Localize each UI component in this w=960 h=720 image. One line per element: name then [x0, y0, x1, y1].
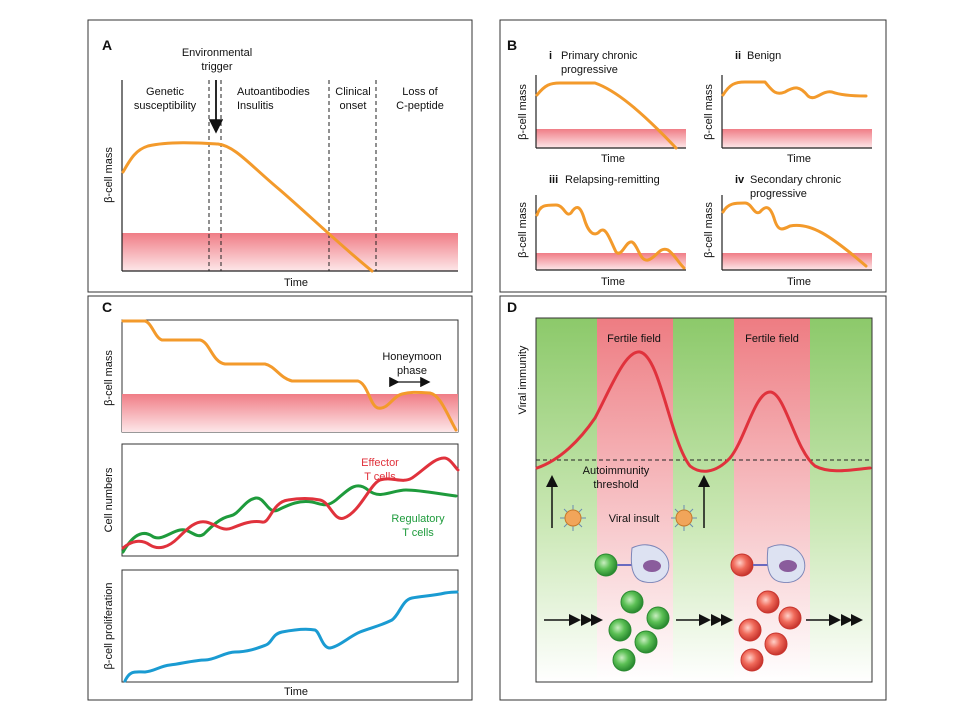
virus-icon	[560, 505, 586, 531]
y-axis-label: β-cell mass	[703, 84, 715, 140]
subplot-title: progressive	[750, 188, 807, 200]
beta-cell-curve	[121, 319, 458, 432]
panel-b-frame	[499, 19, 887, 293]
beta-cell-curve	[121, 141, 374, 273]
honeymoon-label: Honeymoon	[382, 351, 441, 363]
y-axis-label: β-cell mass	[103, 350, 115, 406]
stage-label: Autoantibodies	[237, 86, 310, 98]
panel-d-frame	[499, 295, 887, 701]
x-axis-label: Time	[787, 276, 811, 288]
c-bot-frame	[121, 569, 459, 683]
subplot-title: Relapsing-remitting	[565, 174, 660, 186]
y-axis-label: β-cell mass	[103, 147, 115, 203]
subplot-number: iv	[735, 174, 745, 186]
panel-a-letter: A	[102, 37, 112, 53]
subplot-iv: iv Secondary chronic progressive β-cell …	[703, 174, 872, 288]
c-mid-frame	[121, 443, 459, 557]
stage-label: Insulitis	[237, 100, 274, 112]
y-axis-label: Viral immunity	[517, 345, 529, 414]
stage-label: Clinical	[335, 86, 370, 98]
trigger-label-1: Environmental	[182, 47, 252, 59]
stage-label: Loss of	[402, 86, 438, 98]
fertile-field-label: Fertile field	[607, 333, 661, 345]
stage-label: onset	[340, 100, 367, 112]
panel-a: A Environmental trigger Genetic suscepti…	[102, 37, 458, 289]
subplot-i: i Primary chronic progressive β-cell mas…	[517, 50, 686, 165]
proliferation-curve	[123, 590, 459, 683]
y-axis-label: β-cell proliferation	[103, 582, 115, 669]
subplot-iii: iii Relapsing-remitting β-cell mass Time	[517, 174, 686, 288]
t-cell-apc-interaction-icon	[730, 544, 806, 584]
y-axis-label: β-cell mass	[517, 202, 529, 258]
stage-label: Genetic	[146, 86, 184, 98]
panel-a-frame	[87, 19, 473, 293]
virus-icon	[671, 505, 697, 531]
subplot-title: progressive	[561, 64, 618, 76]
subplot-number: i	[549, 50, 552, 62]
y-axis-label: β-cell mass	[517, 84, 529, 140]
panel-b: B i Primary chronic progressive β-cell m…	[507, 37, 872, 288]
y-axis-label: β-cell mass	[703, 202, 715, 258]
subplot-title: Benign	[747, 50, 781, 62]
effector-curve	[121, 456, 460, 550]
regulatory-t-cell-cluster	[608, 590, 670, 672]
x-axis-label: Time	[284, 686, 308, 698]
subplot-title: Secondary chronic	[750, 174, 842, 186]
effector-label: T cells	[364, 471, 396, 483]
stage-label: C-peptide	[396, 100, 444, 112]
regulatory-curve	[121, 484, 458, 554]
panel-d-letter: D	[507, 299, 517, 315]
regulatory-label: T cells	[402, 527, 434, 539]
panel-c: C β-cell mass Honeymoon phase Cell numbe…	[102, 299, 460, 698]
viral-immunity-curve	[535, 350, 872, 473]
subplot-ii: ii Benign β-cell mass Time	[703, 50, 872, 165]
x-axis-label: Time	[284, 277, 308, 289]
subplot-number: iii	[549, 174, 558, 186]
subplot-title: Primary chronic	[561, 50, 638, 62]
threshold-band	[122, 233, 458, 271]
panel-c-letter: C	[102, 299, 112, 315]
y-axis-label: Cell numbers	[103, 467, 115, 532]
panel-c-frame	[87, 295, 473, 701]
threshold-band	[122, 394, 458, 432]
trigger-label-2: trigger	[201, 61, 233, 73]
panel-b-letter: B	[507, 37, 517, 53]
effector-t-cell-cluster	[738, 590, 802, 672]
regulatory-label: Regulatory	[391, 513, 445, 525]
stage-label: susceptibility	[134, 100, 197, 112]
t-cell-apc-interaction-icon	[594, 544, 670, 584]
x-axis-label: Time	[601, 153, 625, 165]
fertile-field-label: Fertile field	[745, 333, 799, 345]
honeymoon-label: phase	[397, 365, 427, 377]
x-axis-label: Time	[601, 276, 625, 288]
viral-insult-label: Viral insult	[609, 513, 660, 525]
x-axis-label: Time	[787, 153, 811, 165]
threshold-label: threshold	[593, 479, 638, 491]
subplot-number: ii	[735, 50, 741, 62]
threshold-label: Autoimmunity	[583, 465, 650, 477]
panel-d: D Viral immunity Fertile field Fertile f…	[507, 299, 873, 683]
effector-label: Effector	[361, 457, 399, 469]
